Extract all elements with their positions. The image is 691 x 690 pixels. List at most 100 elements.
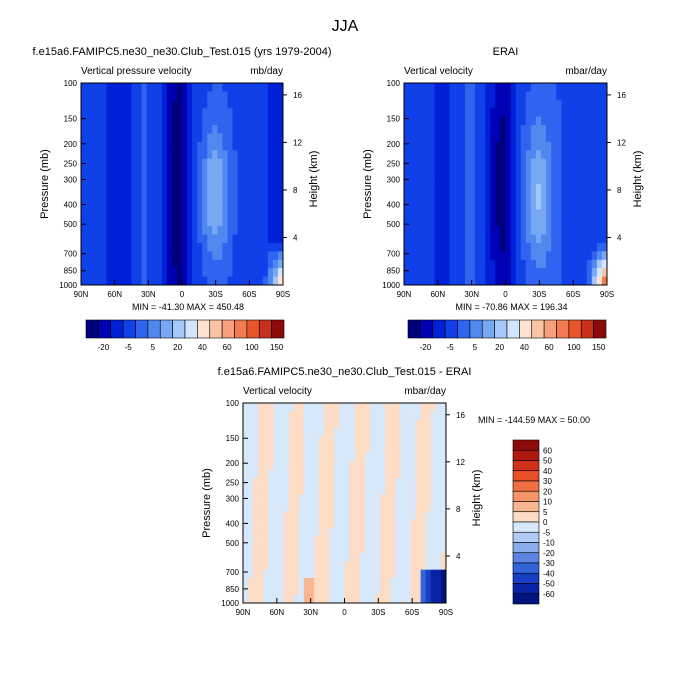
contour-cell bbox=[359, 411, 366, 421]
contour-cell bbox=[414, 167, 420, 176]
contour-cell bbox=[283, 411, 290, 421]
colorbar-box bbox=[271, 319, 285, 339]
contour-cell bbox=[561, 217, 567, 227]
contour-cell bbox=[136, 175, 142, 185]
contour-cell bbox=[449, 217, 456, 227]
contour-cell bbox=[505, 268, 511, 277]
contour-cell bbox=[429, 226, 435, 235]
contour-cell bbox=[192, 259, 198, 269]
contour-cell bbox=[81, 125, 87, 134]
contour-cell bbox=[566, 116, 572, 126]
contour-cell bbox=[126, 259, 132, 269]
contour-cell bbox=[242, 133, 249, 143]
contour-cell bbox=[182, 141, 188, 151]
contour-cell bbox=[576, 226, 583, 235]
contour-cell bbox=[268, 519, 274, 529]
contour-cell bbox=[440, 428, 447, 437]
contour-cell bbox=[212, 268, 218, 277]
contour-cell bbox=[409, 251, 415, 261]
contour-cell bbox=[380, 436, 386, 446]
contour-cell bbox=[272, 116, 279, 126]
contour-cell bbox=[551, 125, 557, 134]
contour-cell bbox=[444, 108, 451, 118]
contour-cell bbox=[405, 594, 411, 604]
contour-cell bbox=[525, 116, 532, 126]
contour-cell bbox=[500, 158, 506, 168]
contour-cell bbox=[262, 200, 269, 210]
y-tick-label: 300 bbox=[64, 175, 78, 184]
contour-cell bbox=[207, 167, 213, 176]
contour-cell bbox=[283, 436, 290, 446]
colorbar-box bbox=[246, 319, 260, 339]
contour-cell bbox=[385, 411, 391, 421]
contour-cell bbox=[243, 553, 249, 562]
contour-cell bbox=[561, 83, 567, 92]
contour-cell bbox=[586, 83, 593, 92]
y-tick-label: 200 bbox=[226, 459, 240, 468]
contour-cell bbox=[485, 268, 491, 277]
contour-cell bbox=[395, 478, 401, 487]
contour-cell bbox=[334, 411, 340, 421]
contour-cell bbox=[243, 536, 249, 546]
contour-cell bbox=[581, 141, 588, 151]
contour-cell bbox=[495, 116, 501, 126]
contour-cell bbox=[535, 99, 542, 109]
contour-cell bbox=[430, 578, 437, 587]
contour-cell bbox=[288, 511, 295, 521]
contour-cell bbox=[324, 528, 330, 537]
x-tick-label: 30N bbox=[303, 608, 318, 617]
contour-cell bbox=[273, 419, 279, 429]
contour-cell bbox=[247, 133, 254, 143]
contour-cell bbox=[400, 586, 406, 596]
contour-cell bbox=[434, 259, 440, 269]
contour-cell bbox=[601, 158, 608, 168]
contour-cell bbox=[171, 268, 178, 277]
contour-cell bbox=[581, 209, 588, 219]
contour-cell bbox=[253, 553, 259, 562]
contour-cell bbox=[202, 116, 208, 126]
contour-cell bbox=[136, 116, 142, 126]
contour-cell bbox=[395, 511, 401, 521]
contour-cell bbox=[187, 268, 193, 277]
contour-cell bbox=[263, 436, 269, 446]
contour-cell bbox=[232, 200, 238, 210]
contour-cell bbox=[182, 108, 188, 118]
contour-cell bbox=[207, 234, 213, 244]
contour-cell bbox=[405, 569, 411, 579]
contour-cell bbox=[380, 519, 386, 529]
contour-cell bbox=[156, 200, 163, 210]
contour-cell bbox=[369, 503, 376, 512]
contour-cell bbox=[111, 200, 117, 210]
contour-cell bbox=[243, 511, 249, 521]
contour-cell bbox=[243, 428, 249, 437]
contour-cell bbox=[247, 125, 254, 134]
contour-cell bbox=[349, 444, 356, 454]
contour-cell bbox=[339, 453, 345, 462]
contour-cell bbox=[380, 511, 386, 521]
contour-cell bbox=[566, 167, 572, 176]
contour-cell bbox=[425, 528, 432, 537]
contour-cell bbox=[171, 259, 178, 269]
contour-cell bbox=[410, 578, 416, 587]
contour-cell bbox=[449, 234, 456, 244]
contour-cell bbox=[166, 259, 173, 269]
contour-cell bbox=[546, 175, 552, 185]
contour-cell bbox=[262, 141, 269, 151]
contour-cell bbox=[596, 116, 603, 126]
contour-cell bbox=[546, 192, 552, 202]
contour-cell bbox=[106, 192, 112, 202]
contour-cell bbox=[435, 453, 442, 462]
contour-cell bbox=[166, 167, 173, 176]
contour-cell bbox=[480, 251, 486, 261]
contour-cell bbox=[415, 469, 422, 479]
contour-cell bbox=[141, 83, 148, 92]
contour-cell bbox=[520, 83, 527, 92]
contour-cell bbox=[576, 167, 583, 176]
colorbar-box bbox=[258, 319, 272, 339]
contour-cell bbox=[217, 99, 223, 109]
contour-cell bbox=[197, 217, 203, 227]
contour-cell bbox=[581, 251, 588, 261]
contour-cell bbox=[561, 234, 567, 244]
contour-cell bbox=[268, 478, 274, 487]
contour-cell bbox=[258, 419, 264, 429]
